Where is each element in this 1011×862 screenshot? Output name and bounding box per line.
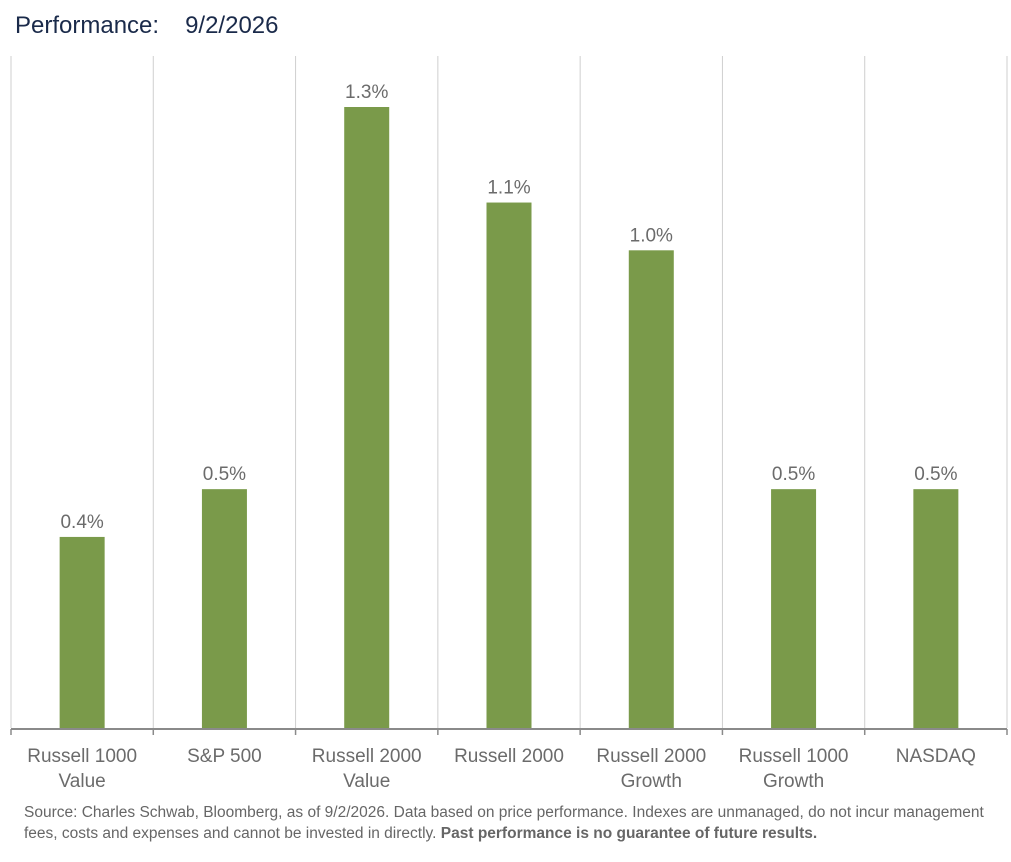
- data-label: 0.5%: [914, 464, 957, 485]
- category-label: Russell 1000: [739, 746, 849, 767]
- bar: [486, 202, 532, 729]
- data-label: 1.1%: [487, 178, 530, 199]
- chart-header: Performance: 9/2/2026: [15, 6, 278, 46]
- category-label: Russell 1000: [27, 746, 137, 767]
- bar: [628, 250, 674, 729]
- category-label: Value: [59, 771, 106, 792]
- bar: [59, 536, 105, 728]
- category-label: Value: [343, 771, 390, 792]
- data-label: 1.3%: [345, 82, 388, 103]
- bar: [913, 489, 959, 728]
- bar: [201, 489, 247, 728]
- data-label: 0.5%: [203, 464, 246, 485]
- footnote-text: Source: Charles Schwab, Bloomberg, as of…: [24, 804, 984, 842]
- footnote-disclaimer: Past performance is no guarantee of futu…: [440, 825, 818, 842]
- category-label: S&P 500: [187, 746, 262, 767]
- header-date: 9/2/2026: [185, 12, 279, 39]
- category-label: Russell 2000: [454, 746, 564, 767]
- category-label: NASDAQ: [896, 746, 976, 767]
- data-label: 1.0%: [630, 225, 673, 246]
- category-label: Growth: [621, 771, 682, 792]
- bar: [344, 107, 390, 728]
- source-footnote: Source: Charles Schwab, Bloomberg, as of…: [24, 802, 994, 844]
- bar-chart: 0.4% Russell 1000 Value 0.5% S&P 500 1.3% Russ…: [10, 56, 1008, 792]
- data-label: 0.4%: [60, 512, 103, 533]
- data-label: 0.5%: [772, 464, 815, 485]
- category-label: Growth: [763, 771, 824, 792]
- bar: [771, 489, 817, 728]
- header-label: Performance:: [15, 12, 160, 39]
- category-label: Russell 2000: [312, 746, 422, 767]
- category-label: Russell 2000: [596, 746, 706, 767]
